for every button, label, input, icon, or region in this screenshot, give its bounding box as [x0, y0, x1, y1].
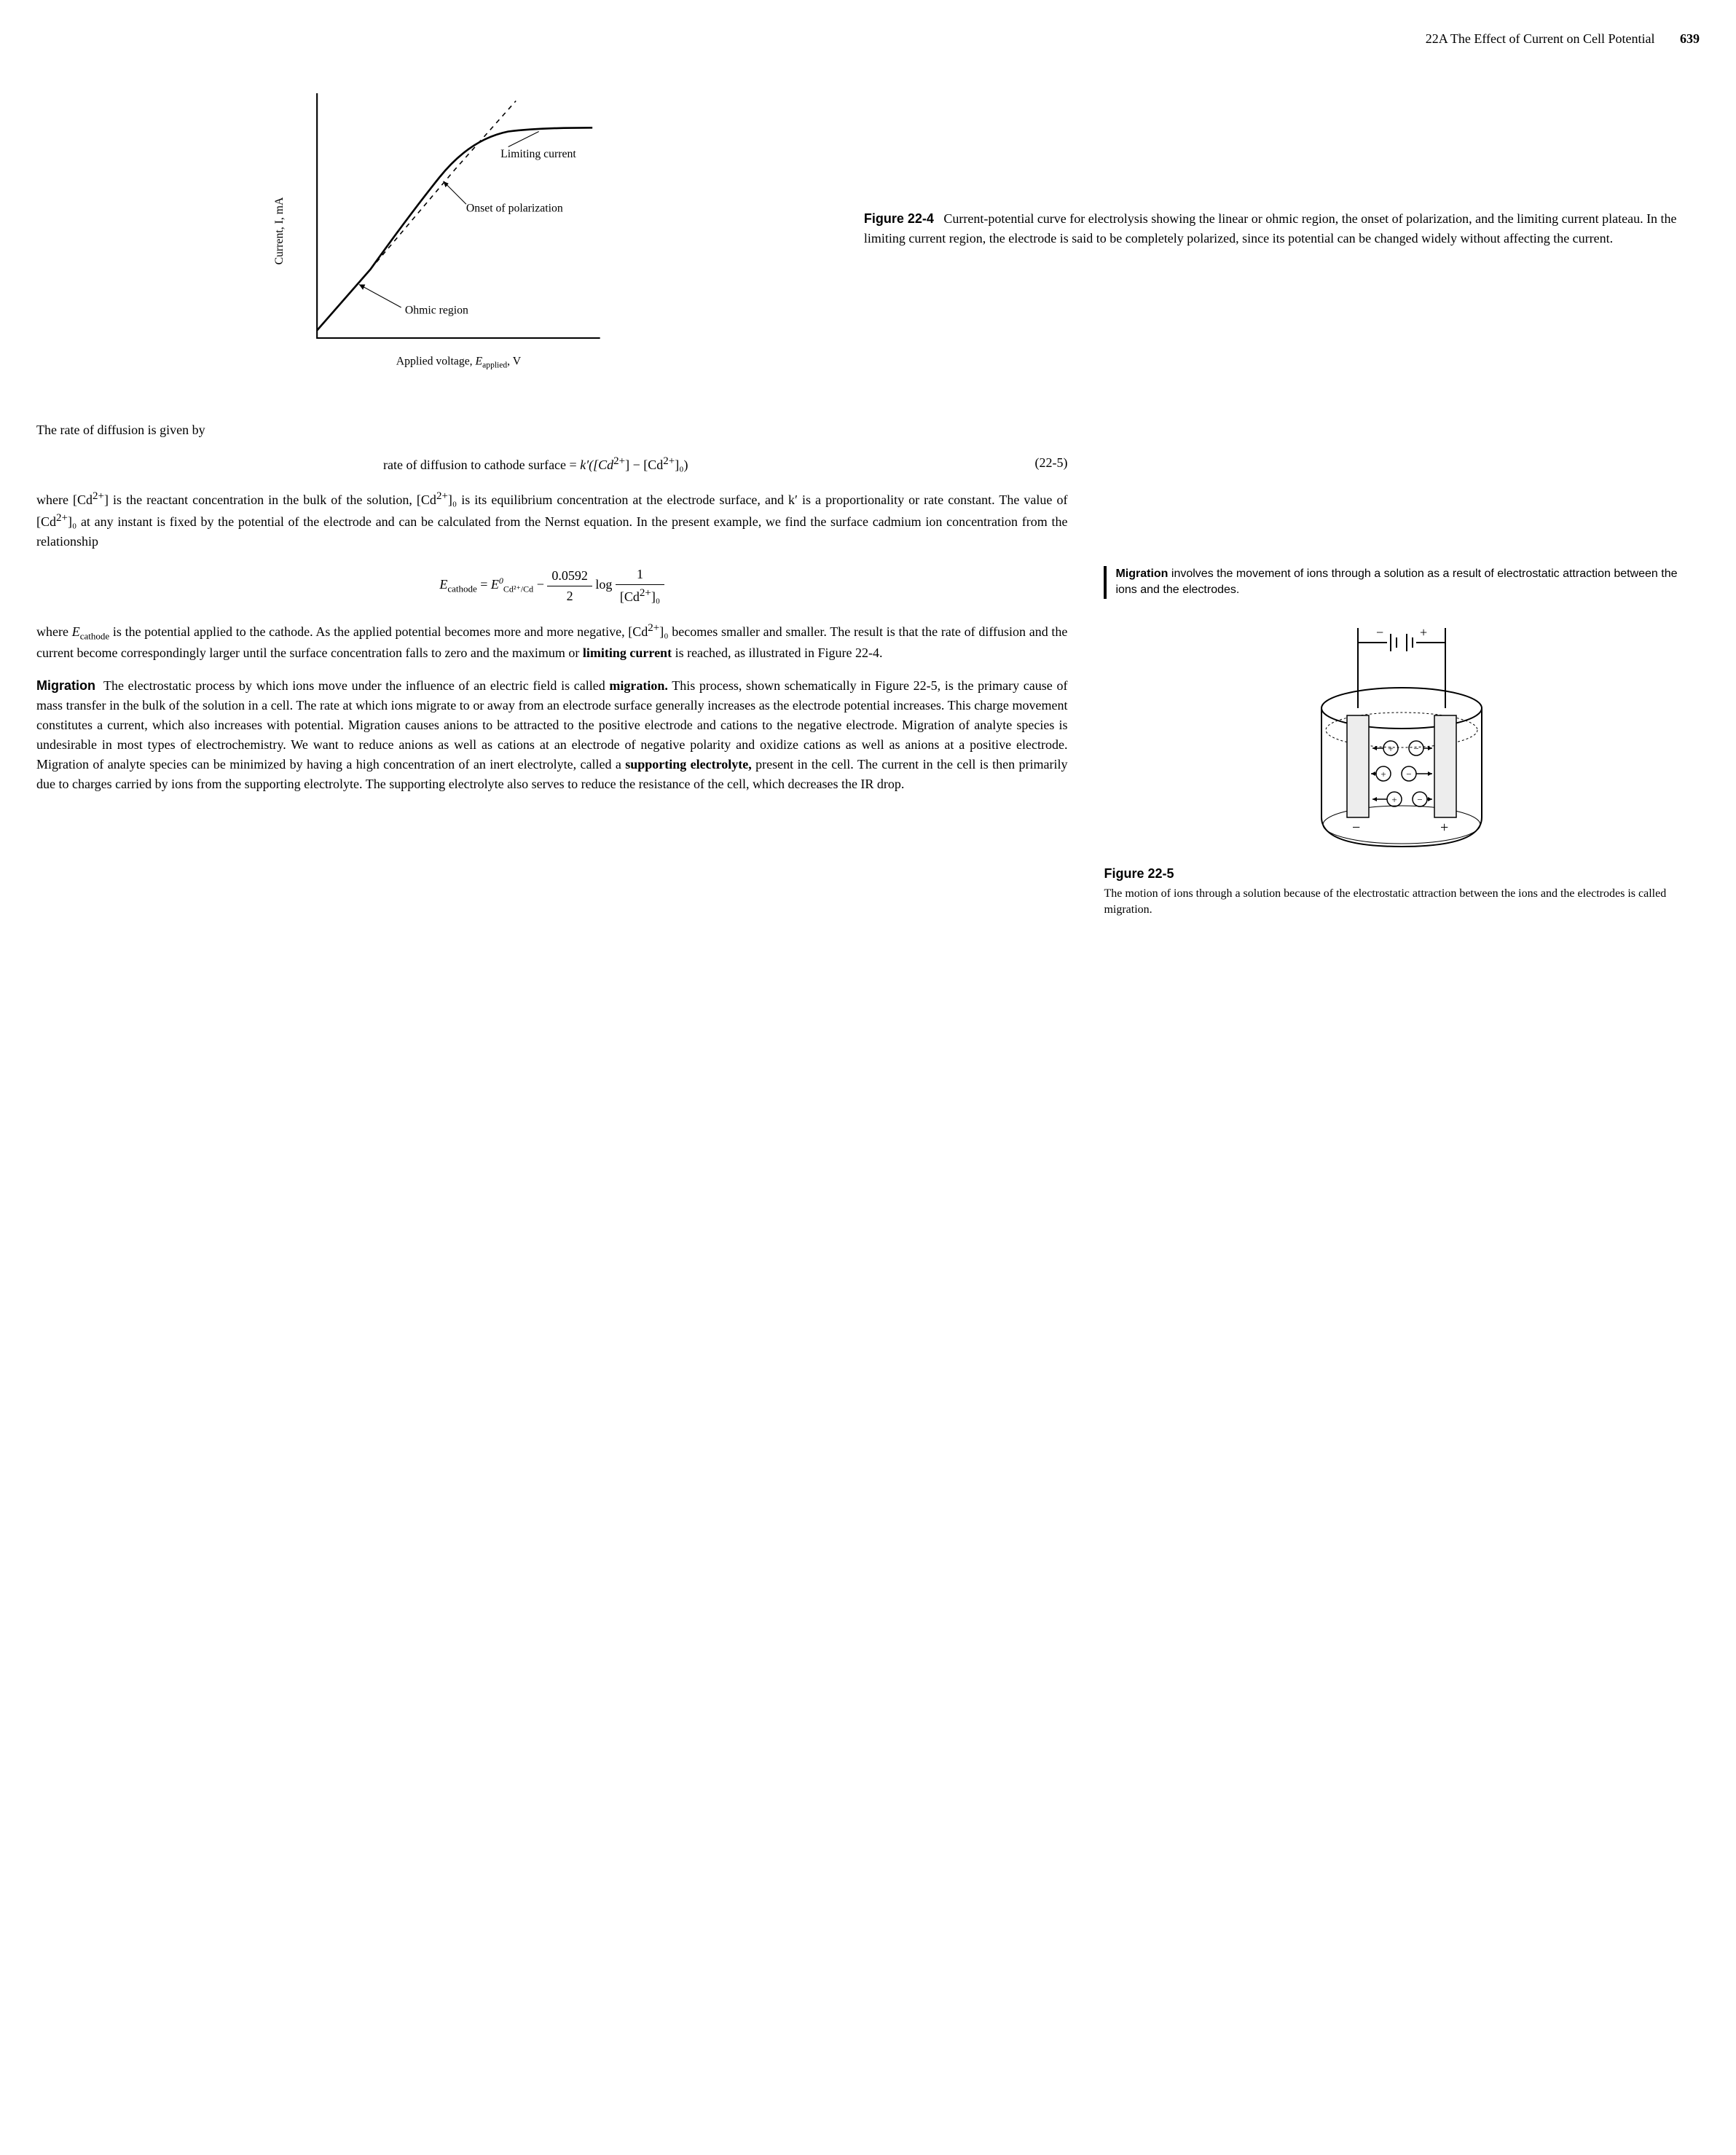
margin-note-migration: Migration involves the movement of ions …	[1104, 566, 1700, 599]
equation-cathode: Ecathode = E0Cd²⁺/Cd − 0.05922 log 1[Cd2…	[36, 565, 1067, 607]
battery-plus: +	[1420, 625, 1427, 640]
svg-text:−: −	[1407, 769, 1412, 780]
figure-22-5-caption: Figure 22-5 The motion of ions through a…	[1104, 865, 1700, 919]
svg-text:+: +	[1392, 794, 1397, 805]
electrode-right	[1434, 715, 1456, 817]
y-axis-label: Current, I, mA	[273, 197, 286, 264]
beaker-rim	[1321, 688, 1482, 729]
right-column: Migration involves the movement of ions …	[1104, 420, 1700, 919]
diffusion-intro: The rate of diffusion is given by	[36, 420, 1067, 440]
current-potential-curve: Current, I, mA Applied voltage, Eapplied…	[36, 78, 835, 384]
svg-text:−: −	[1352, 820, 1360, 836]
section-title: 22A The Effect of Current on Cell Potent…	[1426, 31, 1655, 46]
svg-text:−: −	[1414, 743, 1419, 754]
onset-label: Onset of polarization	[466, 203, 563, 215]
page-number: 639	[1680, 31, 1700, 46]
svg-text:−: −	[1418, 794, 1423, 805]
figure-22-5-diagram: − + − + + − +	[1307, 621, 1496, 854]
dashed-tangent	[371, 101, 517, 270]
fig-225-title: Figure 22-5	[1104, 865, 1700, 883]
page-header: 22A The Effect of Current on Cell Potent…	[36, 29, 1700, 49]
figure-22-4-row: Current, I, mA Applied voltage, Eapplied…	[36, 78, 1700, 384]
svg-text:+: +	[1389, 743, 1394, 754]
paragraph-1: where [Cd2+] is the reactant concentrati…	[36, 488, 1067, 551]
axes	[317, 93, 600, 338]
figure-22-4-chart: Current, I, mA Applied voltage, Eapplied…	[36, 78, 835, 384]
fig-224-body: Current-potential curve for electrolysis…	[864, 211, 1677, 246]
svg-text:+: +	[1440, 820, 1448, 836]
battery-minus: −	[1376, 625, 1383, 640]
electrode-left	[1347, 715, 1369, 817]
fig-224-title: Figure 22-4	[864, 211, 934, 226]
fig-225-body: The motion of ions through a solution be…	[1104, 887, 1666, 916]
x-axis-label: Applied voltage, Eapplied, V	[396, 356, 522, 370]
paragraph-2: where Ecathode is the potential applied …	[36, 620, 1067, 663]
ions: + − + − + −	[1371, 741, 1432, 806]
figure-22-4-caption: Figure 22-4 Current-potential curve for …	[864, 78, 1700, 384]
main-content: The rate of diffusion is given by rate o…	[36, 420, 1700, 919]
left-column: The rate of diffusion is given by rate o…	[36, 420, 1067, 919]
limiting-current-label: Limiting current	[500, 148, 576, 160]
svg-text:+: +	[1381, 769, 1386, 780]
equation-22-5: rate of diffusion to cathode surface = k…	[36, 453, 1067, 475]
migration-paragraph: Migration The electrostatic process by w…	[36, 676, 1067, 794]
eq-number: (22-5)	[1034, 453, 1067, 473]
ohmic-label: Ohmic region	[405, 304, 468, 316]
